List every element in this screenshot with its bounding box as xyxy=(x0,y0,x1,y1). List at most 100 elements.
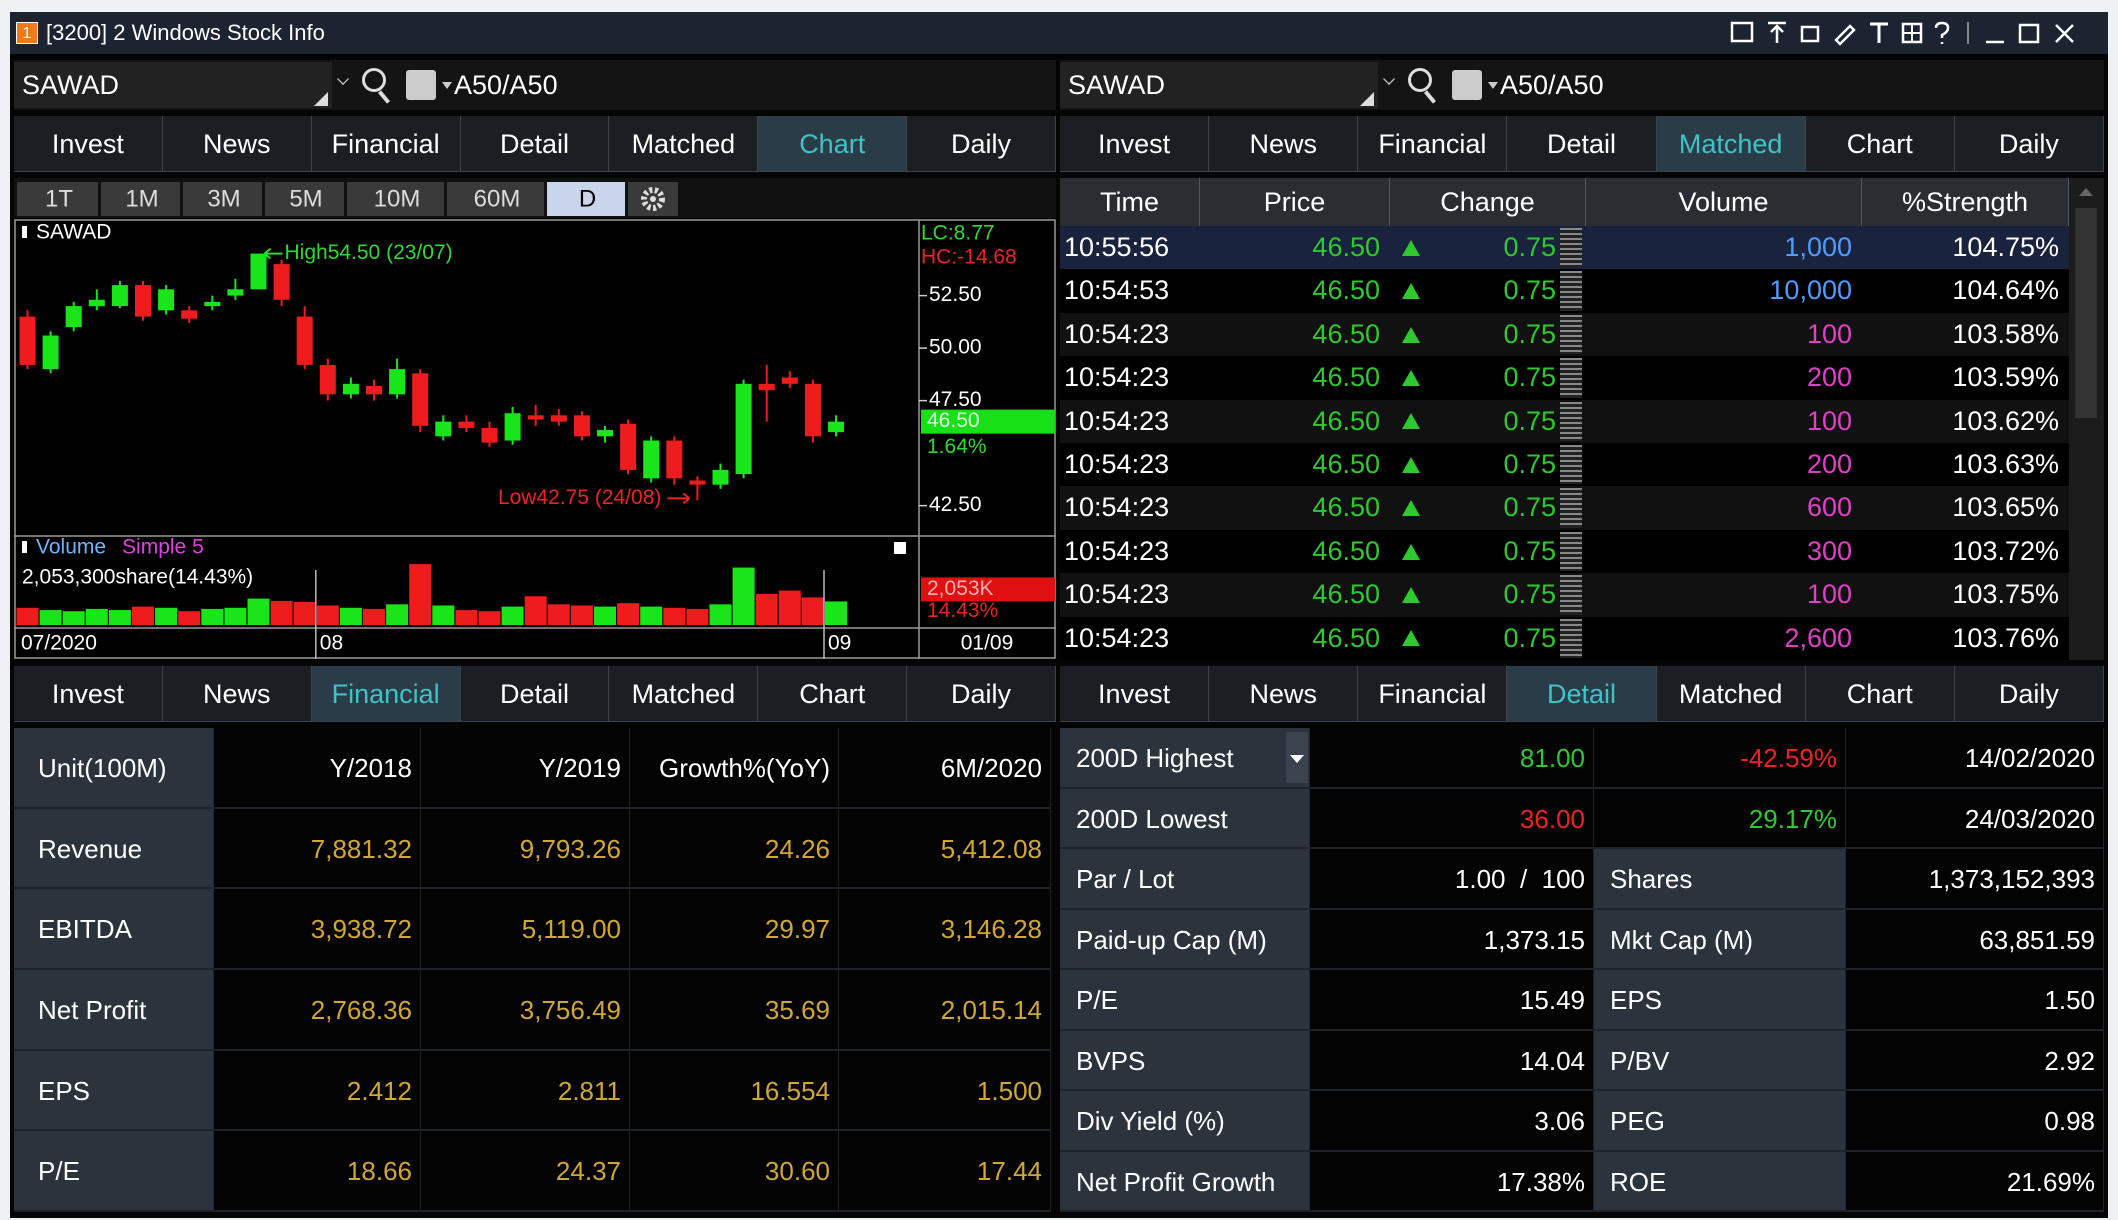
scroll-up[interactable] xyxy=(2079,188,2093,196)
strength-cell: 103.76% xyxy=(1952,622,2059,653)
value-cell: 2.92 xyxy=(1846,1030,2104,1091)
candle-body xyxy=(250,253,267,290)
volume-cell: 600 xyxy=(1806,492,1852,523)
tab[interactable]: News xyxy=(1209,666,1359,722)
strength-cell: 103.75% xyxy=(1952,579,2059,610)
candle-body xyxy=(481,427,498,443)
change-cell: 0.75 xyxy=(1503,232,1556,262)
up-arrow xyxy=(1402,456,1420,473)
period-label[interactable]: 3M xyxy=(207,185,240,212)
tab[interactable]: News xyxy=(1209,116,1359,172)
low-annotation: Low42.75 (24/08) xyxy=(498,486,661,509)
price-cell: 46.50 xyxy=(1312,405,1380,436)
period-label[interactable]: D xyxy=(579,185,596,212)
tab[interactable]: Matched xyxy=(609,116,759,172)
tab[interactable]: Chart xyxy=(758,116,908,172)
period-button[interactable] xyxy=(101,182,180,216)
time-cell: 10:54:23 xyxy=(1064,535,1170,566)
tab[interactable]: Financial xyxy=(1358,666,1508,722)
settings-gear xyxy=(641,187,665,211)
tab[interactable]: Daily xyxy=(907,116,1056,172)
icon-pin[interactable] xyxy=(1768,21,1786,43)
symbol-field[interactable]: SAWAD xyxy=(1060,62,1378,108)
period-button[interactable] xyxy=(347,182,444,216)
window-toolbar xyxy=(1730,21,2074,46)
period-label[interactable]: 1M xyxy=(125,185,158,212)
up-arrow xyxy=(1402,500,1420,517)
period-button[interactable] xyxy=(17,182,98,216)
cursor-date: 01/09 xyxy=(961,632,1014,655)
tab[interactable]: Detail xyxy=(460,666,610,722)
symbol-field[interactable]: SAWAD xyxy=(14,62,332,108)
tab[interactable]: Detail xyxy=(1507,116,1657,172)
period-button[interactable] xyxy=(183,182,262,216)
search-icon[interactable] xyxy=(1408,68,1432,92)
volume-bar xyxy=(709,604,732,625)
sound-arrow xyxy=(442,82,452,89)
tab[interactable]: Financial xyxy=(311,116,461,172)
value-cell: 14.04 xyxy=(1310,1030,1594,1091)
sound-icon[interactable] xyxy=(406,70,436,100)
icon-help[interactable] xyxy=(1934,21,1950,44)
tab[interactable]: Invest xyxy=(14,116,163,172)
tab[interactable]: Matched xyxy=(609,666,759,722)
tab[interactable]: Invest xyxy=(14,666,163,722)
tab[interactable]: News xyxy=(162,116,312,172)
tab[interactable]: Detail xyxy=(1507,666,1657,722)
strength-cell: 104.75% xyxy=(1952,232,2059,262)
tab[interactable]: Chart xyxy=(1805,116,1955,172)
row-label: BVPS xyxy=(1060,1030,1310,1091)
period-label[interactable]: 5M xyxy=(289,185,322,212)
value-cell: 1,373,152,393 xyxy=(1846,849,2104,910)
candle-body xyxy=(643,440,660,479)
dropdown-corner xyxy=(314,92,328,106)
tab[interactable]: Invest xyxy=(1060,666,1210,722)
icon-cascade[interactable] xyxy=(1800,25,1820,43)
scroll-thumb[interactable] xyxy=(2075,208,2097,418)
tab[interactable]: Chart xyxy=(758,666,908,722)
volume-bar xyxy=(316,605,339,625)
value-cell: 35.69 xyxy=(630,970,839,1051)
candle-body xyxy=(181,310,198,319)
row-label: Net Profit Growth xyxy=(1060,1151,1310,1212)
icon-draw[interactable] xyxy=(1834,24,1856,46)
row-label: Net Profit xyxy=(14,970,214,1051)
tab[interactable]: Daily xyxy=(1954,666,2104,722)
row-label: PEG xyxy=(1594,1091,1846,1152)
tick-strip xyxy=(1560,358,1582,398)
panel-close-icon[interactable] xyxy=(894,542,906,554)
tab[interactable]: Financial xyxy=(311,666,461,722)
up-arrow xyxy=(1402,326,1420,343)
period-button[interactable] xyxy=(547,182,625,216)
period-label[interactable]: 10M xyxy=(374,185,421,212)
icon-maximize[interactable] xyxy=(2018,23,2040,44)
icon-window[interactable] xyxy=(1730,21,1754,43)
tab[interactable]: Invest xyxy=(1060,116,1210,172)
tab[interactable]: Detail xyxy=(460,116,610,172)
tab[interactable]: News xyxy=(162,666,312,722)
tab[interactable]: Financial xyxy=(1358,116,1508,172)
search-icon[interactable] xyxy=(362,68,386,92)
period-button[interactable] xyxy=(265,182,344,216)
period-label[interactable]: 60M xyxy=(474,185,521,212)
value-cell: 2.811 xyxy=(421,1050,630,1132)
change-cell: 0.75 xyxy=(1503,535,1556,566)
volume-bar xyxy=(432,605,455,625)
value-cell: 15.49 xyxy=(1310,970,1594,1031)
sound-icon[interactable] xyxy=(1452,70,1482,100)
tab[interactable]: Matched xyxy=(1656,666,1806,722)
candle-body xyxy=(319,364,336,395)
price-cell: 46.50 xyxy=(1312,318,1380,349)
time-cell: 10:55:56 xyxy=(1064,232,1170,262)
period-label[interactable]: 1T xyxy=(45,185,73,212)
icon-text[interactable] xyxy=(1870,22,1888,43)
tab[interactable]: Daily xyxy=(907,666,1056,722)
candle-body xyxy=(550,415,567,422)
period-button[interactable] xyxy=(447,182,544,216)
dropdown-arrow xyxy=(1290,755,1304,764)
icon-close[interactable] xyxy=(2055,24,2074,43)
tab[interactable]: Daily xyxy=(1954,116,2104,172)
row-label: EPS xyxy=(14,1050,214,1132)
tab[interactable]: Chart xyxy=(1805,666,1955,722)
tab[interactable]: Matched xyxy=(1656,116,1806,172)
